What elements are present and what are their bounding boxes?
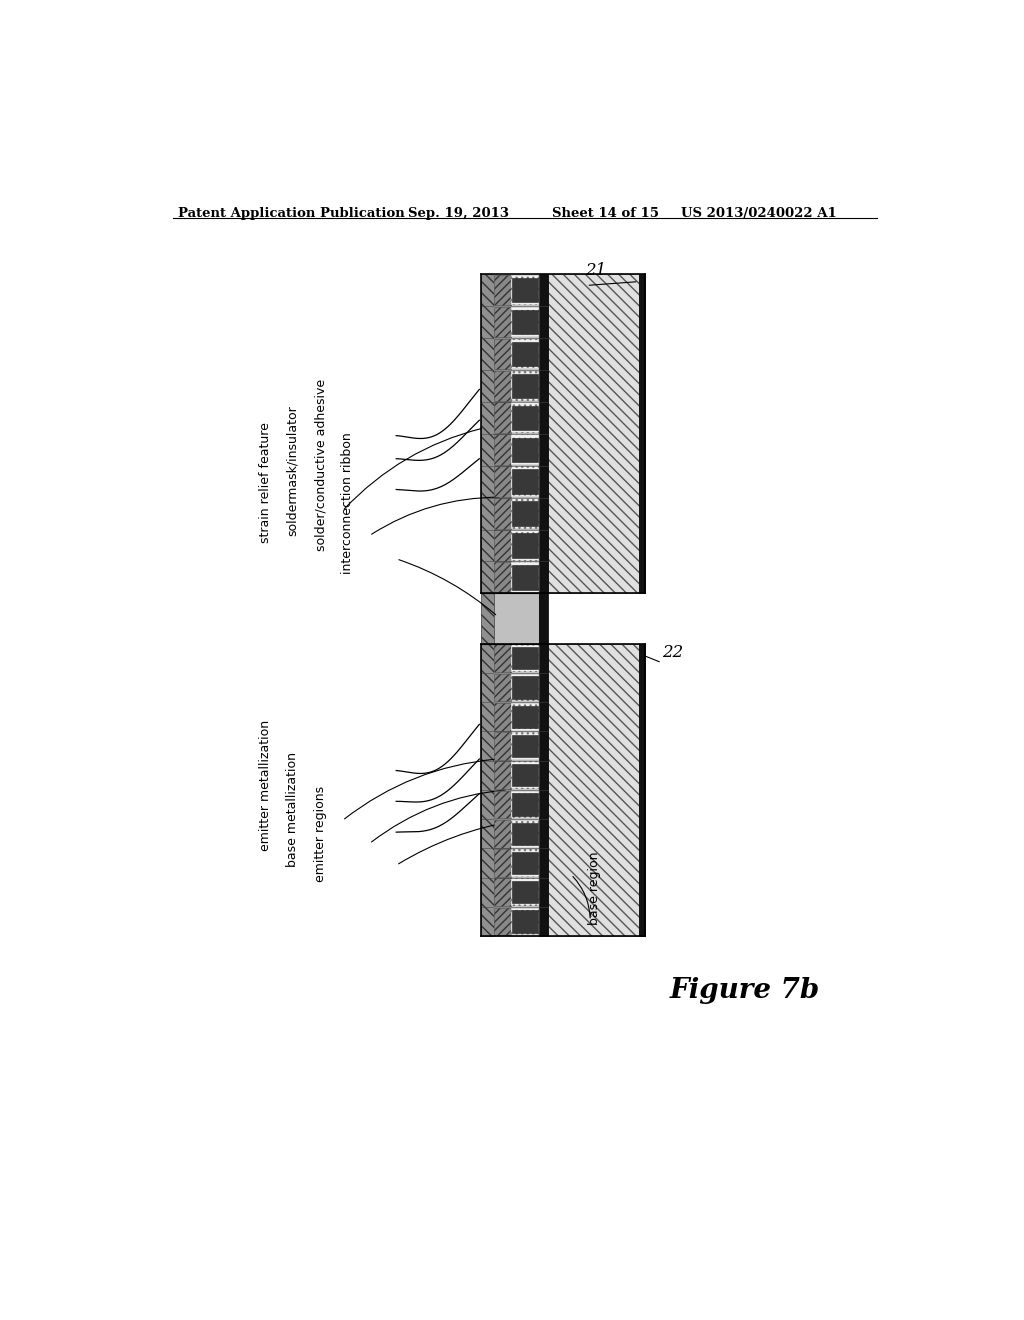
Text: emitter regions: emitter regions <box>314 787 328 882</box>
Bar <box>512 705 538 727</box>
Bar <box>512 565 538 590</box>
Bar <box>494 702 511 730</box>
Bar <box>512 911 538 933</box>
Bar <box>511 791 539 818</box>
Bar <box>639 644 645 936</box>
Bar <box>494 849 511 876</box>
Bar <box>512 502 538 525</box>
Text: Figure 7b: Figure 7b <box>670 977 820 1003</box>
Text: base region: base region <box>588 851 601 924</box>
Bar <box>639 275 645 594</box>
Text: emitter metallization: emitter metallization <box>259 721 271 851</box>
Bar <box>494 403 511 433</box>
Bar <box>494 673 511 701</box>
Bar <box>548 644 639 936</box>
Bar <box>494 791 511 818</box>
Bar <box>512 851 538 874</box>
Bar <box>512 437 538 462</box>
Bar <box>512 764 538 787</box>
Bar <box>511 733 539 760</box>
Bar <box>511 499 539 529</box>
Bar <box>494 466 511 496</box>
Bar <box>511 531 539 561</box>
Bar <box>512 533 538 557</box>
Bar <box>494 762 511 789</box>
Bar <box>511 371 539 401</box>
Text: Sep. 19, 2013: Sep. 19, 2013 <box>408 207 509 220</box>
Bar <box>512 735 538 758</box>
Bar <box>511 403 539 433</box>
Bar <box>494 644 511 672</box>
Text: 22: 22 <box>662 644 683 661</box>
Bar <box>481 275 494 594</box>
Bar <box>539 644 548 936</box>
Bar <box>494 306 511 337</box>
Bar <box>481 644 494 936</box>
Bar <box>539 275 548 594</box>
Bar <box>512 277 538 302</box>
Text: US 2013/0240022 A1: US 2013/0240022 A1 <box>681 207 837 220</box>
Bar <box>511 762 539 789</box>
Bar <box>494 733 511 760</box>
Bar <box>494 275 511 305</box>
Bar <box>512 342 538 366</box>
Text: Sheet 14 of 15: Sheet 14 of 15 <box>552 207 658 220</box>
Bar <box>494 499 511 529</box>
Bar <box>511 339 539 370</box>
Bar <box>511 306 539 337</box>
Bar <box>511 434 539 465</box>
Bar <box>512 374 538 397</box>
Bar <box>481 594 494 644</box>
Bar <box>539 594 548 644</box>
Bar <box>512 470 538 494</box>
Bar <box>511 702 539 730</box>
Bar <box>511 673 539 701</box>
Bar <box>511 644 539 672</box>
Bar <box>548 275 639 594</box>
Text: 21: 21 <box>585 263 606 280</box>
Text: Patent Application Publication: Patent Application Publication <box>178 207 406 220</box>
Bar <box>512 405 538 430</box>
Bar <box>494 531 511 561</box>
Bar <box>512 822 538 845</box>
Bar <box>494 908 511 936</box>
Bar <box>494 562 511 593</box>
Bar <box>512 793 538 816</box>
Bar <box>511 820 539 847</box>
Bar <box>511 908 539 936</box>
Bar <box>494 434 511 465</box>
Bar <box>494 339 511 370</box>
Text: base metallization: base metallization <box>286 752 299 867</box>
Bar <box>494 820 511 847</box>
Bar <box>512 880 538 903</box>
Bar <box>511 849 539 876</box>
Bar <box>511 275 539 305</box>
Bar <box>511 878 539 906</box>
Text: strain relief feature: strain relief feature <box>259 422 271 544</box>
Text: soldermask/insulator: soldermask/insulator <box>286 405 299 536</box>
Bar <box>511 562 539 593</box>
Text: solder/conductive adhesive: solder/conductive adhesive <box>314 379 328 552</box>
Bar <box>512 676 538 698</box>
Bar <box>494 275 539 594</box>
Bar <box>494 594 539 644</box>
Bar <box>494 878 511 906</box>
Bar <box>511 466 539 496</box>
Bar <box>512 647 538 669</box>
Text: interconnection ribbon: interconnection ribbon <box>341 433 354 574</box>
Bar <box>512 310 538 334</box>
Bar <box>494 371 511 401</box>
Bar <box>494 644 539 936</box>
